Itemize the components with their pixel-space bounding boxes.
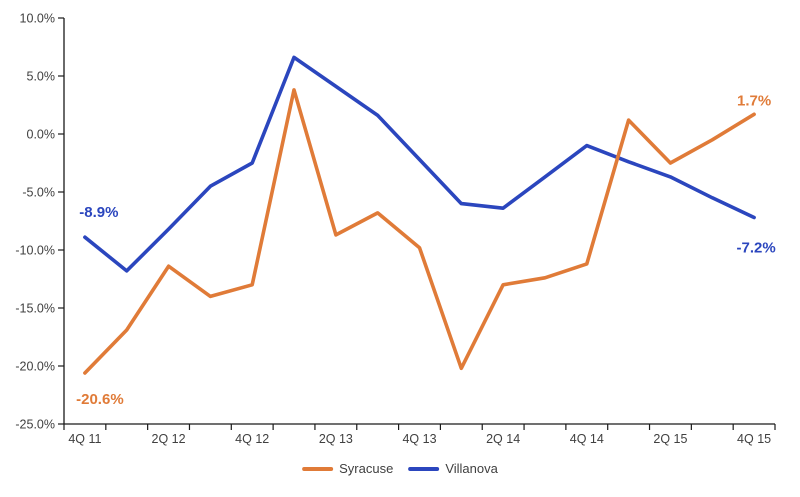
x-axis-tick-label: 4Q 14 <box>570 432 604 446</box>
legend-item-syracuse: Syracuse <box>302 461 393 476</box>
x-axis-tick-label: 2Q 14 <box>486 432 520 446</box>
y-axis-tick-label: -20.0% <box>15 359 55 373</box>
legend-item-villanova: Villanova <box>408 461 498 476</box>
y-axis-tick-label: -5.0% <box>22 185 55 199</box>
series-line-villanova <box>83 55 756 273</box>
series-line-syracuse <box>83 88 756 375</box>
y-axis-tick-label: -25.0% <box>15 417 55 431</box>
y-axis-tick-label: -10.0% <box>15 243 55 257</box>
y-axis-tick-label: 5.0% <box>27 69 56 83</box>
x-axis-tick-label: 2Q 12 <box>152 432 186 446</box>
legend-label-syracuse: Syracuse <box>339 461 394 476</box>
x-axis-tick-label: 4Q 11 <box>68 432 101 446</box>
y-axis-tick-label: 0.0% <box>27 127 56 141</box>
x-axis-tick-label: 4Q 12 <box>235 432 269 446</box>
legend-swatch-syracuse <box>302 466 334 471</box>
data-label-villanova-4q11: -8.9% <box>79 204 118 221</box>
x-axis-tick-label: 2Q 15 <box>653 432 687 446</box>
x-axis-tick-label: 2Q 13 <box>319 432 353 446</box>
data-label-syracuse-4q15: 1.7% <box>737 92 771 109</box>
legend-swatch-villanova <box>408 466 440 471</box>
data-label-villanova-4q15: -7.2% <box>737 240 776 257</box>
data-label-syracuse-4q11: -20.6% <box>76 391 124 408</box>
legend-label-villanova: Villanova <box>445 461 498 476</box>
x-axis-tick-label: 4Q 15 <box>737 432 771 446</box>
chart-legend: Syracuse Villanova <box>302 461 498 476</box>
y-axis-tick-label: -15.0% <box>15 301 55 315</box>
x-axis-tick-label: 4Q 13 <box>402 432 436 446</box>
y-axis-tick-label: 10.0% <box>20 11 55 25</box>
